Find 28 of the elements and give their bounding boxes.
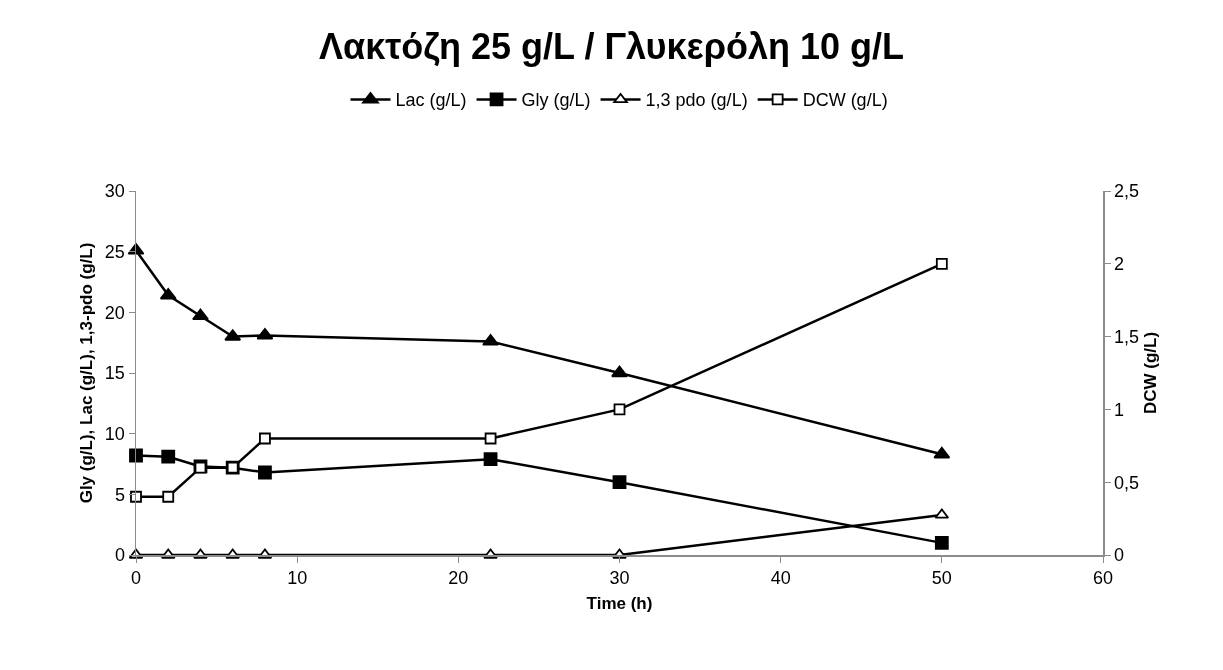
y2-tick-label: 2,5	[1114, 181, 1140, 202]
x-axis-title: Time (h)	[586, 594, 653, 614]
y-tick-label: 15	[104, 363, 125, 384]
legend-label: DCW (g/L)	[802, 90, 888, 111]
y-tick-label: 5	[114, 484, 125, 505]
y-tick-label: 20	[104, 302, 125, 323]
x-tick-label: 60	[1092, 568, 1114, 589]
x-tick-label: 40	[770, 568, 791, 589]
y2-tick-label: 1	[1114, 399, 1125, 420]
x-tick-label: 10	[287, 568, 308, 589]
y2-tick-label: 2	[1114, 254, 1125, 275]
y2-tick-label: 0,5	[1114, 472, 1140, 493]
y-tick-label: 0	[114, 545, 125, 566]
x-tick-label: 20	[448, 568, 469, 589]
legend-label: 1,3 pdo (g/L)	[645, 90, 748, 111]
y-axis-title: Gly (g/L), Lac (g/L), 1,3-pdo (g/L)	[76, 242, 96, 504]
y2-tick-label: 1,5	[1114, 326, 1140, 347]
y-tick-label: 10	[104, 423, 125, 444]
x-tick-label: 30	[609, 568, 630, 589]
chart-title: Λακτόζη 25 g/L / Γλυκερόλη 10 g/L	[319, 25, 904, 67]
x-tick-label: 50	[931, 568, 952, 589]
legend-label: Lac (g/L)	[395, 90, 467, 111]
legend-label: Gly (g/L)	[521, 90, 591, 111]
y-tick-label: 30	[104, 181, 125, 202]
y2-tick-label: 0	[1114, 545, 1125, 566]
x-tick-label: 0	[130, 568, 142, 589]
y-tick-label: 25	[104, 241, 125, 262]
y2-axis-title: DCW (g/L)	[1141, 331, 1161, 415]
